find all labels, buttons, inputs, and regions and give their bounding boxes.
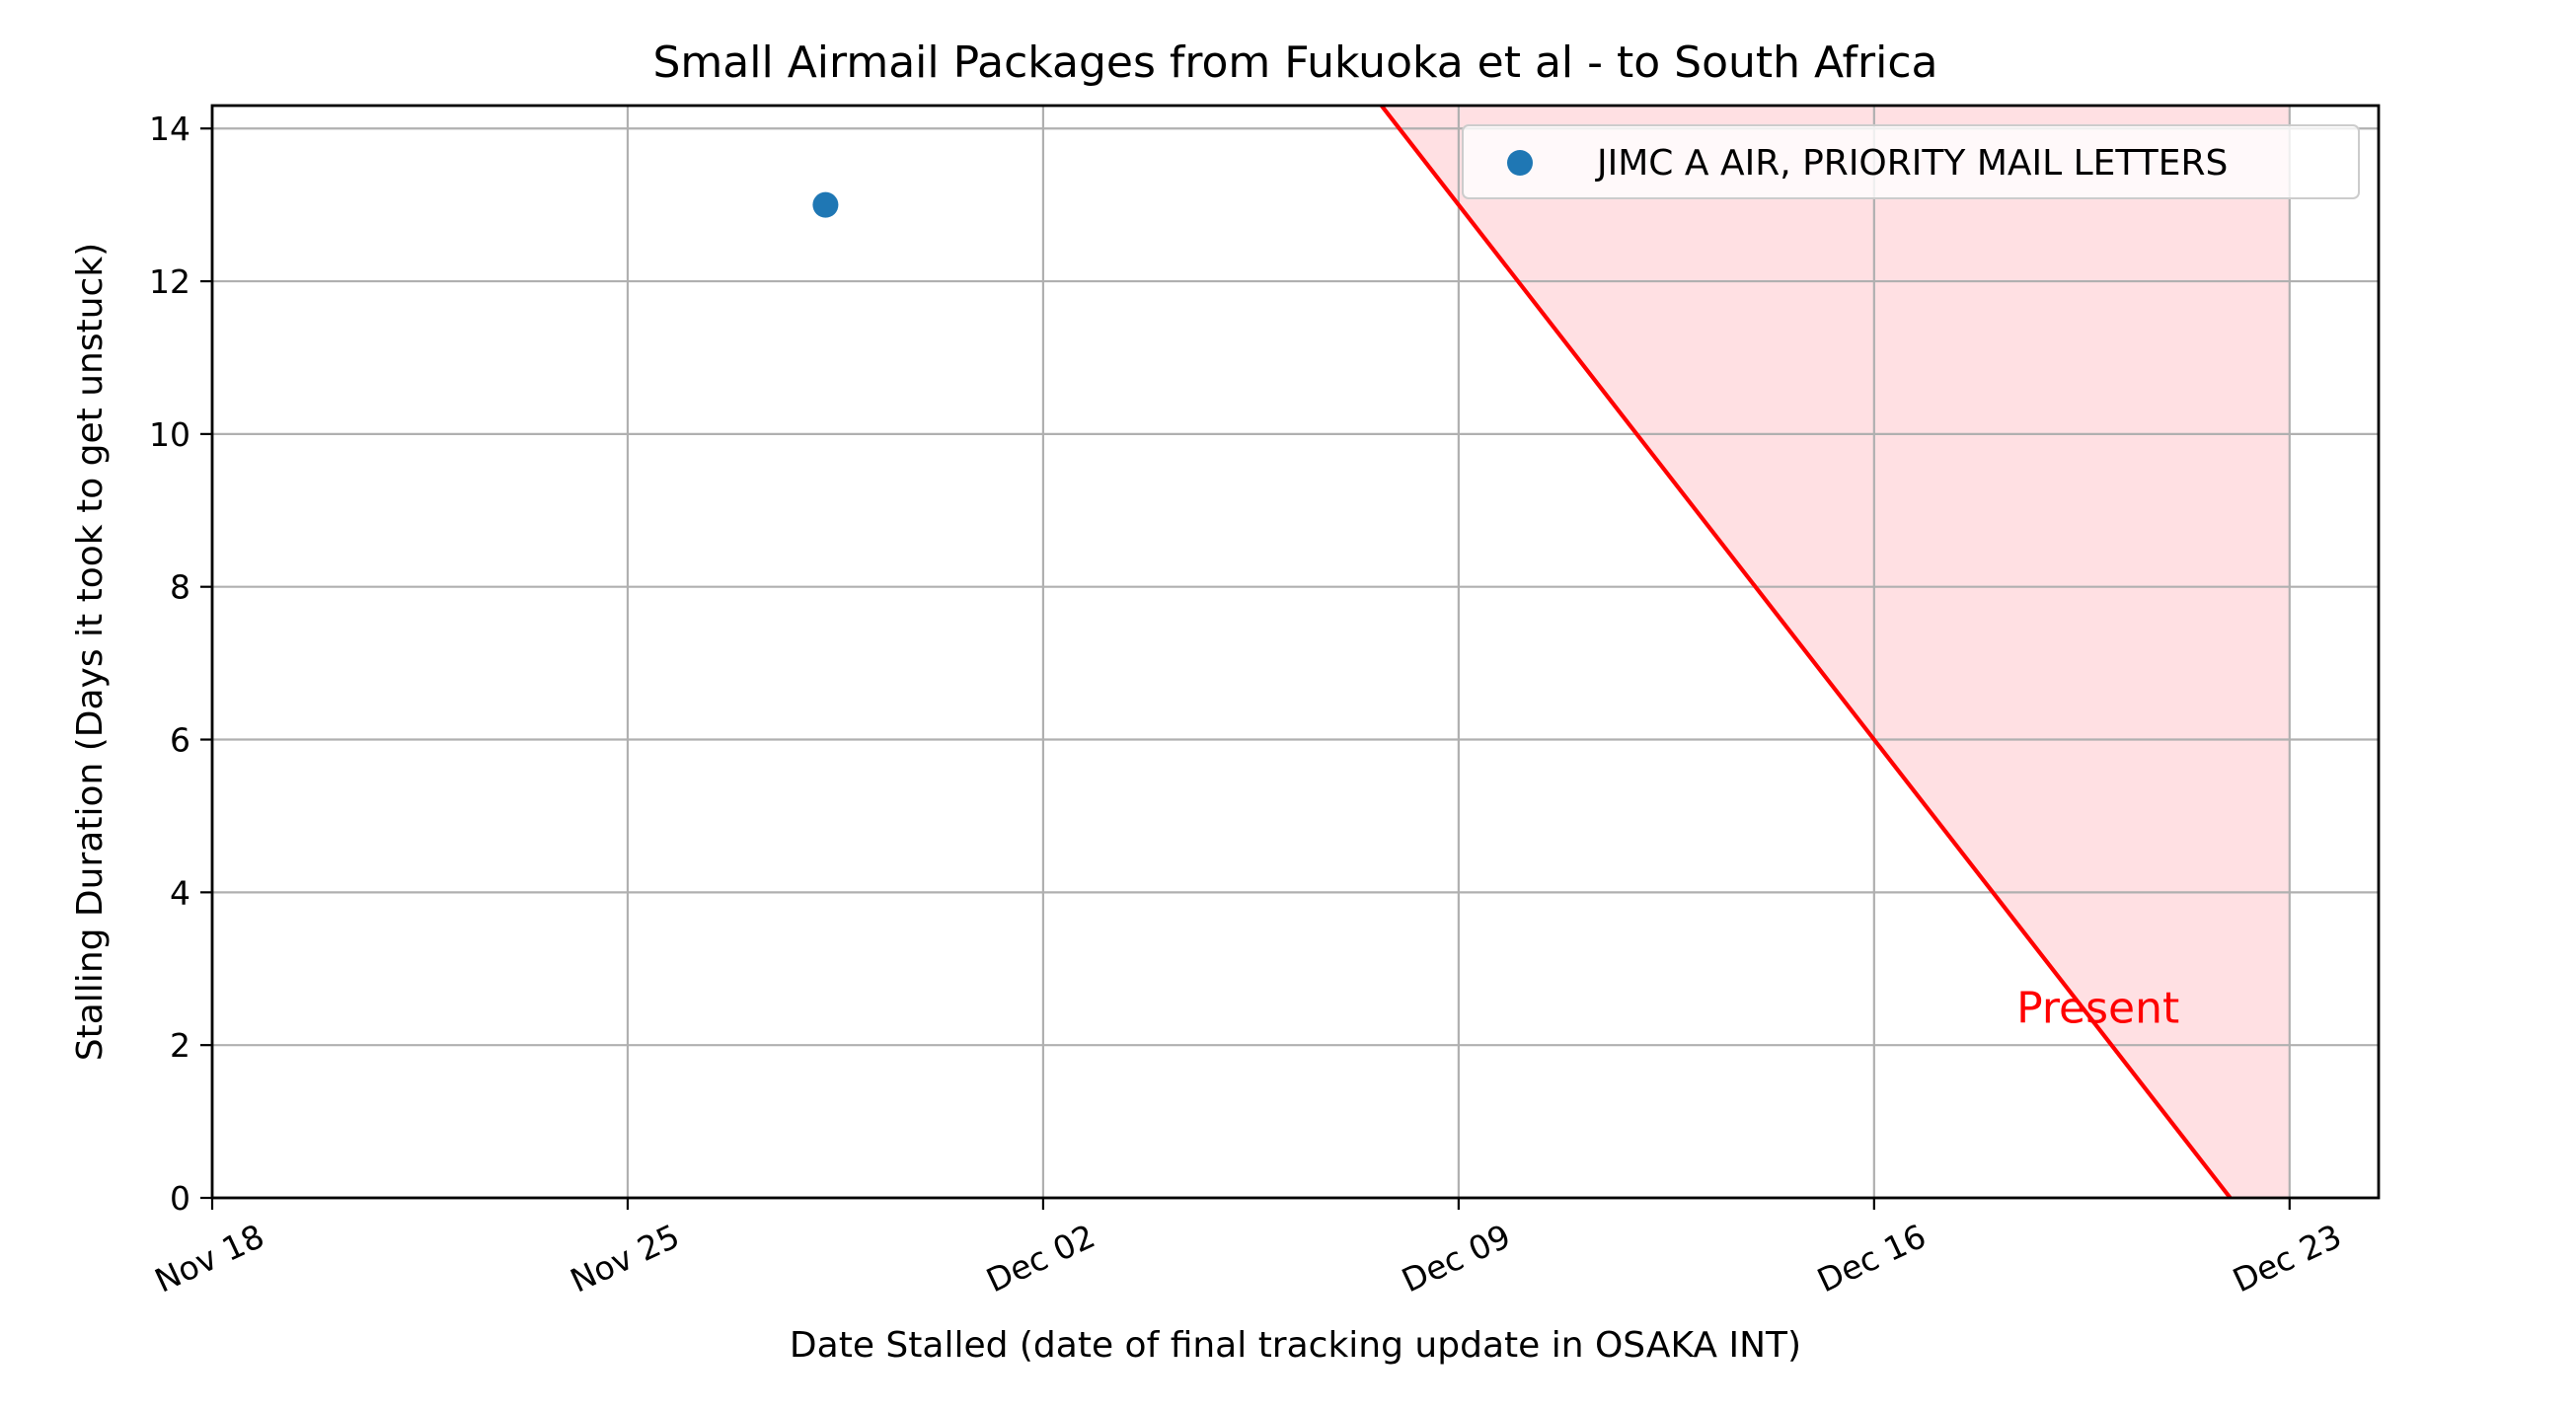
y-tick-label: 6 [170, 721, 190, 760]
present-region-layer [1381, 106, 2290, 1198]
y-tick-label: 12 [149, 262, 190, 301]
y-tick-label: 0 [170, 1179, 190, 1218]
x-tick-label: Dec 09 [1396, 1217, 1516, 1300]
x-tick-label: Nov 18 [149, 1217, 269, 1300]
present-shaded-region [1381, 106, 2290, 1198]
legend-box [1462, 124, 2360, 199]
x-tick-label: Dec 02 [980, 1217, 1100, 1300]
plot-frame [210, 104, 2381, 1200]
legend: JIMC A AIR, PRIORITY MAIL LETTERS [1462, 124, 2360, 199]
chart-title: Small Airmail Packages from Fukuoka et a… [653, 37, 1938, 88]
y-axis-label: Stalling Duration (Days it took to get u… [70, 243, 111, 1061]
present-line [1380, 104, 2233, 1200]
x-tick-label: Dec 23 [2227, 1217, 2347, 1300]
legend-label: JIMC A AIR, PRIORITY MAIL LETTERS [1595, 143, 2228, 184]
x-axis-label: Date Stalled (date of final tracking upd… [790, 1325, 1801, 1366]
y-tick-label: 2 [170, 1026, 190, 1065]
y-tick-label: 10 [149, 415, 190, 454]
y-tick-label: 4 [170, 873, 190, 912]
axes [200, 104, 2381, 1210]
x-tick-label: Nov 25 [565, 1217, 685, 1300]
scatter-point [812, 191, 839, 218]
x-tick-label: Dec 16 [1811, 1217, 1932, 1300]
legend-marker [1507, 150, 1533, 176]
data-points [812, 191, 839, 218]
y-tick-label: 8 [170, 568, 190, 607]
y-tick-label: 14 [149, 110, 190, 148]
present-annotation: Present [2016, 983, 2179, 1033]
present-line-layer [1380, 104, 2233, 1200]
